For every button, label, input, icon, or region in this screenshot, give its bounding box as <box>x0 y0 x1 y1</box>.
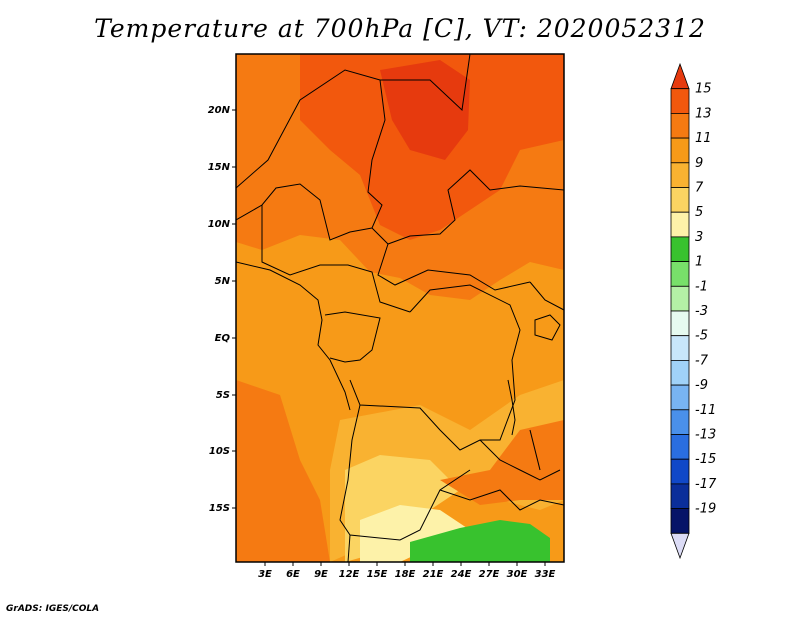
colorbar-label: 3 <box>695 230 703 245</box>
border-east <box>529 281 564 311</box>
border-zambia <box>439 489 564 511</box>
colorbar-label: 7 <box>695 181 704 196</box>
lat-label: 5S <box>216 390 230 401</box>
lon-label: 30E <box>507 569 528 580</box>
lon-label: 3E <box>258 569 272 580</box>
field-west-11 <box>236 380 330 562</box>
colorbar-label: -9 <box>695 378 708 393</box>
border-north <box>236 54 471 189</box>
lat-labels: 20N 15N 10N 5N EQ 5S 10S 15S <box>208 105 231 514</box>
lon-label: 33E <box>535 569 556 580</box>
colorbar-box <box>670 434 690 460</box>
colorbar-box <box>670 261 690 287</box>
lat-label: 15N <box>208 162 231 173</box>
colorbar-label: -13 <box>695 428 716 443</box>
colorbar-box <box>670 508 690 534</box>
colorbar-label: 5 <box>695 205 703 220</box>
lat-label: 10N <box>208 219 231 230</box>
colorbar-box <box>670 187 690 213</box>
lon-ticks <box>264 562 546 566</box>
colorbar-top-arrow <box>670 62 690 90</box>
field-south-1 <box>410 520 550 562</box>
colorbar-box <box>670 285 690 312</box>
colorbar-label: -17 <box>695 477 717 492</box>
border-congo <box>324 311 381 363</box>
lat-label: 5N <box>215 276 231 287</box>
lon-label: 24E <box>451 569 472 580</box>
lake-tanganyika <box>507 379 516 436</box>
border-nigeria-cameroon <box>261 205 411 313</box>
colorbar-label: 13 <box>695 106 712 121</box>
colorbar-label: 9 <box>695 156 703 171</box>
lon-label: 12E <box>339 569 360 580</box>
lat-label: 10S <box>209 446 230 457</box>
border-chad-sudan <box>367 79 564 245</box>
colorbar-box <box>670 236 690 262</box>
temperature-field <box>236 54 564 562</box>
colorbar-box <box>670 458 690 485</box>
map-frame <box>235 53 565 563</box>
grads-credit: GrADS: IGES/COLA <box>6 604 100 614</box>
country-borders <box>236 54 564 562</box>
lat-ticks <box>232 109 236 509</box>
lon-labels: 3E 6E 9E 12E 15E 18E 21E 24E 27E 30E 33E <box>258 569 555 580</box>
colorbar-box <box>670 113 690 139</box>
border-drc <box>349 284 521 451</box>
chart-title: Temperature at 700hPa [C], VT: 202005231… <box>94 14 706 43</box>
colorbar-box <box>670 162 690 188</box>
border-car <box>377 243 531 291</box>
colorbar-boxes <box>670 88 690 534</box>
colorbar-label: 1 <box>695 255 703 270</box>
border-west <box>236 183 373 241</box>
lon-label: 15E <box>367 569 388 580</box>
coast-gulf-guinea <box>236 261 351 411</box>
colorbar-label: -5 <box>695 329 708 344</box>
colorbar-box <box>670 88 690 114</box>
colorbar-box <box>670 335 690 361</box>
colorbar-box <box>670 211 690 238</box>
border-south <box>347 534 351 562</box>
colorbar-box <box>670 409 690 435</box>
colorbar-label: 11 <box>695 131 712 146</box>
lon-label: 21E <box>423 569 444 580</box>
colorbar-label: -19 <box>695 502 716 517</box>
lat-label: 15S <box>209 503 230 514</box>
lake-malawi <box>529 429 541 471</box>
lat-label: EQ <box>215 333 231 344</box>
colorbar-label: -1 <box>695 279 708 294</box>
colorbar-label: -15 <box>695 452 716 467</box>
field-south-3 <box>360 505 480 562</box>
colorbar-label: -11 <box>695 403 716 418</box>
colorbar-box <box>670 483 690 509</box>
colorbar-labels: 15 13 11 9 7 5 3 1 -1 -3 -5 -7 -9 -11 -13 -15 -17 -19 <box>695 82 717 517</box>
lon-label: 18E <box>395 569 416 580</box>
lat-label: 20N <box>208 105 231 116</box>
colorbar-box <box>670 384 690 411</box>
lon-label: 9E <box>314 569 328 580</box>
colorbar-label: -7 <box>695 353 709 368</box>
field-north-15 <box>380 60 470 160</box>
colorbar: 15 13 11 9 7 5 3 1 -1 -3 -5 -7 -9 -11 -13 -15 -17 -19 <box>670 62 717 560</box>
colorbar-bottom-arrow <box>670 532 690 560</box>
colorbar-box <box>670 310 690 337</box>
colorbar-box <box>670 137 690 164</box>
colorbar-box <box>670 359 690 386</box>
colorbar-label: -3 <box>695 304 708 319</box>
lon-label: 27E <box>479 569 500 580</box>
colorbar-label: 15 <box>695 82 712 97</box>
lon-label: 6E <box>286 569 300 580</box>
lake-victoria <box>534 314 561 341</box>
border-southeast <box>479 439 561 481</box>
